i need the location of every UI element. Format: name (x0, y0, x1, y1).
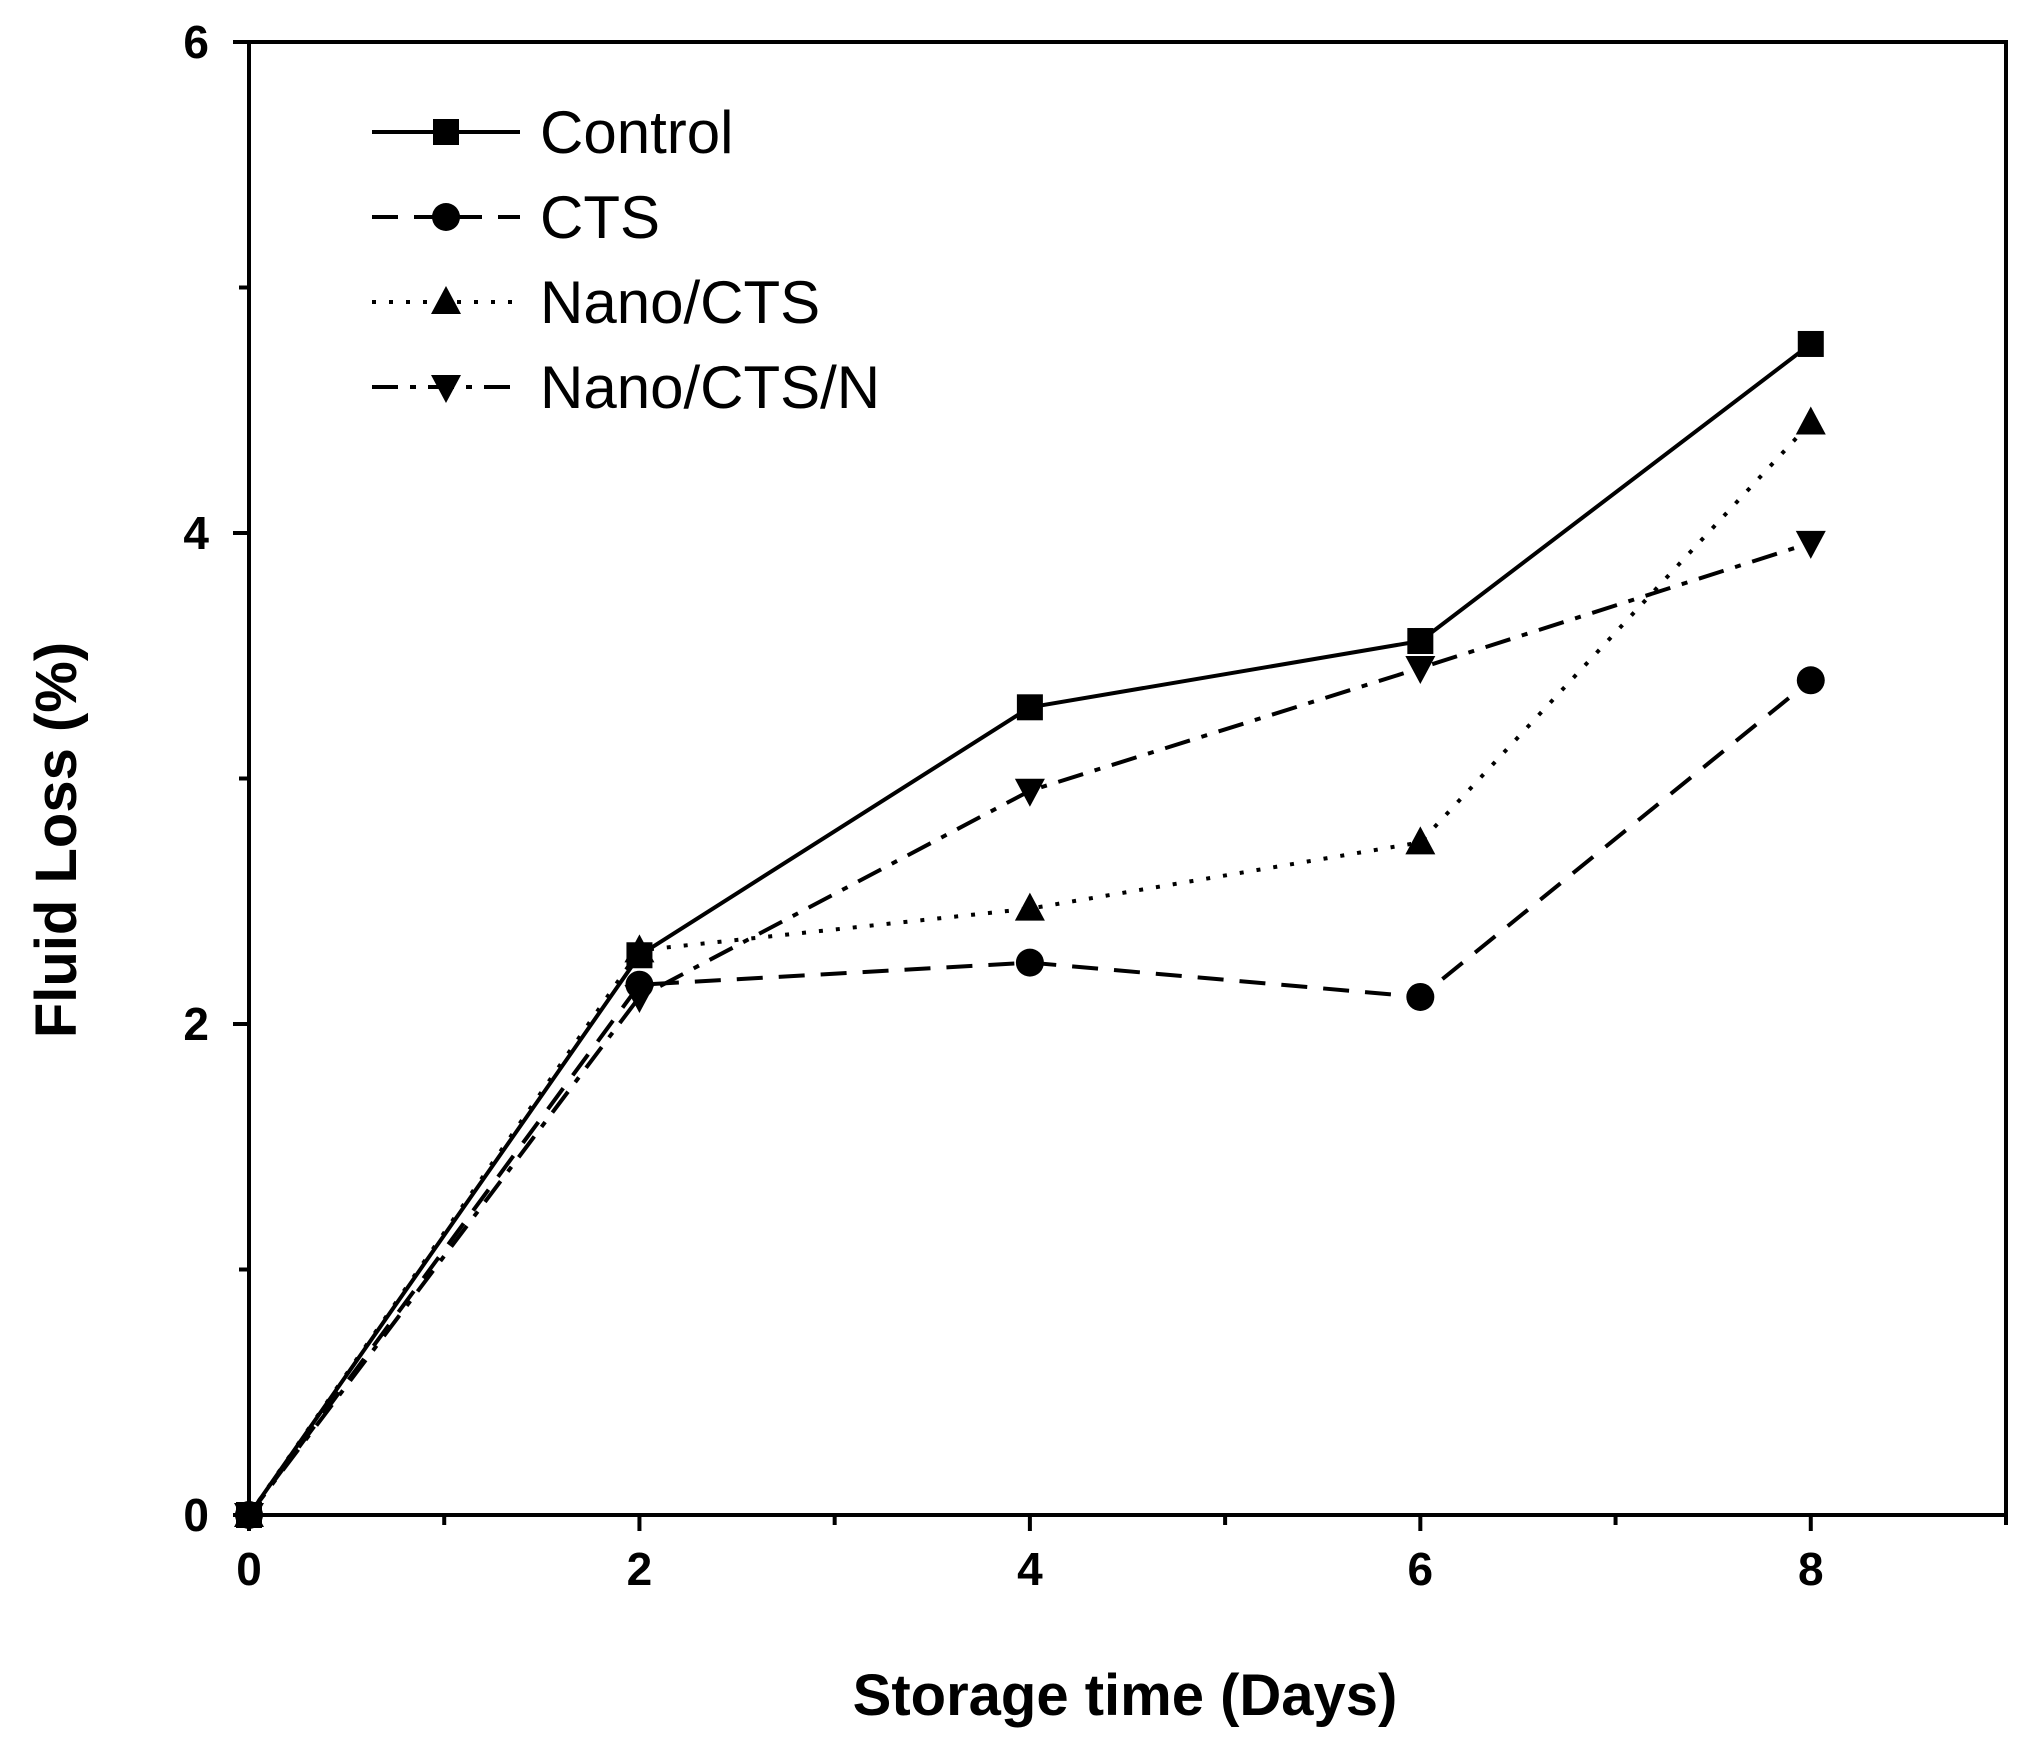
y-axis-title: Fluid Loss (%) (24, 642, 89, 1038)
x-tick-label: 6 (1408, 1543, 1434, 1595)
series-line-nano-cts-n (247, 540, 1812, 1517)
legend-label-nano-cts-n: Nano/CTS/N (540, 354, 880, 421)
series-line-control (247, 342, 1812, 1517)
y-tick-label: 6 (183, 16, 209, 68)
data-point-nano-cts-n (1014, 778, 1045, 807)
legend-marker-control (433, 119, 459, 145)
data-point-nano-cts (624, 934, 655, 963)
y-tick-label: 4 (183, 507, 209, 559)
data-point-nano-cts-n (1795, 530, 1826, 559)
series-markers-group (234, 330, 1826, 1531)
y-tick-label: 0 (183, 1489, 209, 1541)
legend-marker-cts (432, 203, 460, 231)
data-point-control (1016, 694, 1043, 721)
legend-marker-nano-cts-n (431, 375, 461, 403)
x-tick-label: 0 (236, 1543, 262, 1595)
data-point-nano-cts-n (1405, 656, 1436, 685)
x-tick-label: 8 (1798, 1543, 1824, 1595)
x-axis-title: Storage time (Days) (853, 1663, 1398, 1728)
data-point-control (1797, 330, 1824, 357)
axes-group: 0 2 4 6 8 0 2 4 6 (183, 16, 2008, 1595)
legend: Control CTS Nano/CTS Nano/CTS/N (372, 99, 880, 421)
data-point-nano-cts (1405, 826, 1436, 855)
x-tick-label: 4 (1017, 1543, 1043, 1595)
y-tick-label: 2 (183, 998, 209, 1050)
data-point-cts (1796, 666, 1825, 695)
legend-label-control: Control (540, 99, 733, 166)
data-point-nano-cts-n (234, 1503, 264, 1531)
series-lines-group (247, 342, 1813, 1517)
legend-label-nano-cts: Nano/CTS (540, 269, 820, 336)
plot-frame (247, 40, 2008, 1517)
data-point-nano-cts (1795, 406, 1826, 435)
data-point-cts (1406, 982, 1435, 1011)
x-tick-label: 2 (627, 1543, 653, 1595)
data-point-nano-cts (1014, 892, 1045, 921)
data-point-nano-cts-n (624, 984, 655, 1013)
data-point-control (1407, 628, 1434, 655)
series-line-nano-cts (247, 421, 1813, 1517)
series-line-cts (247, 678, 1813, 1517)
legend-label-cts: CTS (540, 184, 660, 251)
legend-marker-nano-cts (431, 286, 461, 314)
data-point-cts (1015, 948, 1044, 977)
